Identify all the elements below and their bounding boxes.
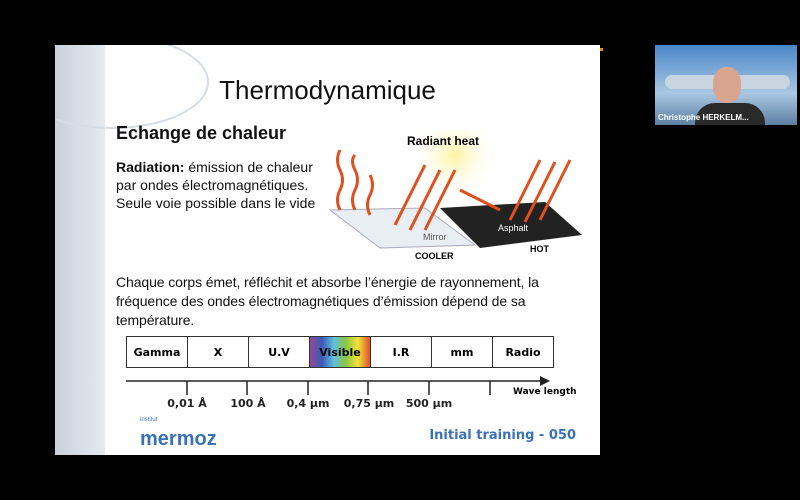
hot-label: HOT [530,244,549,254]
spectrum-mm: mm [432,337,493,367]
slide-footer: Initial training - 050 [429,428,576,443]
radiation-line-2: par ondes électromagnétiques. [116,177,309,193]
spectrum-visible: Visible [310,337,371,367]
radiant-heat-label: Radiant heat [407,134,480,148]
radiant-heat-graphic [328,110,582,249]
participant-body [695,103,765,125]
tick-label: 0,75 µm [343,397,395,410]
slide-subtitle: Echange de chaleur [116,123,287,143]
spectrum-x: X [188,337,249,367]
participant-video[interactable]: Christophe HERKELM... [655,45,797,125]
spectrum-radio: Radio [505,345,541,359]
asphalt-label: Asphalt [498,223,529,233]
spectrum-table: Gamma X U.V Visible I.R mm Radio [126,336,554,368]
radiation-text: Radiation: émission de chaleur par ondes… [116,158,315,212]
tick-label: 0,01 Å [167,397,207,410]
radiation-line-1: émission de chaleur [184,159,313,175]
logo-small-text: institut [140,417,158,423]
radiation-line-3: Seule voie possible dans le vide [116,195,316,211]
radiation-label: Radiation: [116,159,185,175]
slide-title: Thermodynamique [219,75,436,105]
radiant-heat-illustration: Radiant heat Mirror COOLER Asphalt HOT [320,110,590,265]
participant-name: Christophe HERKELM... [658,113,749,122]
indicator-dot [600,48,603,51]
tick-label: 100 Å [230,397,266,410]
presentation-slide: Thermodynamique Echange de chaleur Radia… [55,45,600,455]
tick-label: 500 µm [405,397,453,410]
mermoz-logo: institut mermoz [140,417,217,451]
slide-paragraph: Chaque corps émet, réfléchit et absorbe … [116,274,539,328]
participant-face [713,67,741,103]
spectrum-ir: I.R [371,337,432,367]
axis-label: Wave length [513,387,577,397]
logo-text: mermoz [140,428,217,450]
mirror-label: Mirror [423,232,447,242]
cooler-label: COOLER [415,251,454,261]
tick-label: 0,4 µm [286,397,330,410]
wavelength-axis [126,376,550,395]
spectrum-gamma: Gamma [127,337,188,367]
spectrum-uv: U.V [249,337,310,367]
